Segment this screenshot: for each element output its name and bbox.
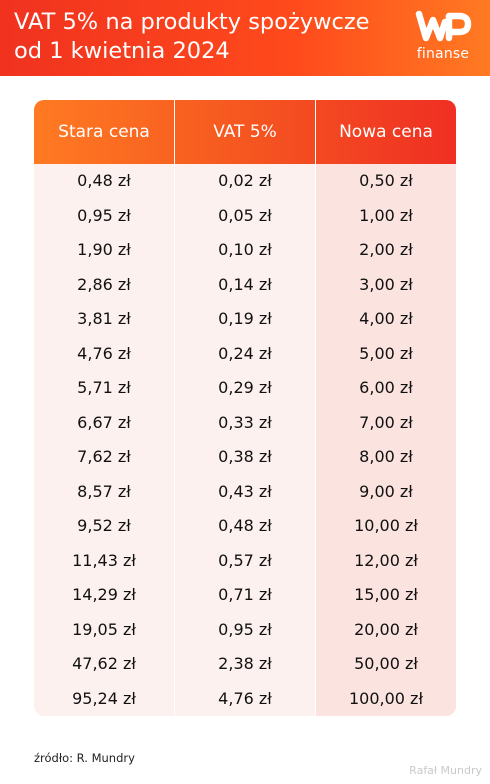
cell-vat: 0,24 zł xyxy=(218,343,272,363)
cell-old-price: 95,24 zł xyxy=(72,688,136,708)
cell-new-price: 0,50 zł xyxy=(359,171,413,190)
table-row: 6,67 zł 0,33 zł 7,00 zł xyxy=(34,406,456,441)
table-row: 3,81 zł 0,19 zł 4,00 zł xyxy=(34,302,456,337)
cell-old-price: 47,62 zł xyxy=(72,654,136,673)
logo-text: finanse xyxy=(416,46,470,62)
table-row: 47,62 zł 2,38 zł 50,00 zł xyxy=(34,647,456,682)
table-row: 95,24 zł 4,76 zł 100,00 zł xyxy=(34,682,456,717)
cell-old-price: 19,05 zł xyxy=(72,619,136,639)
page-title: VAT 5% na produkty spożywcze od 1 kwietn… xyxy=(14,8,394,66)
vat-table: Stara cena VAT 5% Nowa cena 0,48 zł 0,02 … xyxy=(34,100,456,716)
cell-vat: 0,14 zł xyxy=(218,274,272,294)
cell-vat: 0,29 zł xyxy=(218,378,272,397)
cell-vat: 0,38 zł xyxy=(218,447,272,466)
cell-new-price: 15,00 zł xyxy=(354,585,418,604)
cell-vat: 0,33 zł xyxy=(218,412,272,432)
cell-old-price: 0,95 zł xyxy=(77,205,131,225)
cell-old-price: 7,62 zł xyxy=(77,447,131,466)
table-row: 4,76 zł 0,24 zł 5,00 zł xyxy=(34,337,456,372)
source-note: źródło: R. Mundry xyxy=(34,751,135,765)
cell-old-price: 6,67 zł xyxy=(77,412,131,432)
header-banner: VAT 5% na produkty spożywcze od 1 kwietn… xyxy=(0,0,490,76)
cell-new-price: 9,00 zł xyxy=(359,481,413,501)
cell-new-price: 5,00 zł xyxy=(359,343,413,363)
header-old-price: Stara cena xyxy=(58,122,150,142)
cell-vat: 0,10 zł xyxy=(218,240,272,259)
table-row: 0,48 zł 0,02 zł 0,50 zł xyxy=(34,164,456,199)
table-row: 19,05 zł 0,95 zł 20,00 zł xyxy=(34,613,456,648)
title-line-1: VAT 5% na produkty spożywcze xyxy=(14,9,370,35)
cell-old-price: 14,29 zł xyxy=(72,585,136,604)
cell-new-price: 50,00 zł xyxy=(354,654,418,673)
title-line-2: od 1 kwietnia 2024 xyxy=(14,38,230,64)
cell-vat: 0,57 zł xyxy=(218,550,272,570)
table-row: 11,43 zł 0,57 zł 12,00 zł xyxy=(34,544,456,579)
table-header: Stara cena VAT 5% Nowa cena xyxy=(34,100,456,164)
table-row: 0,95 zł 0,05 zł 1,00 zł xyxy=(34,199,456,234)
table-row: 2,86 zł 0,14 zł 3,00 zł xyxy=(34,268,456,303)
cell-vat: 0,43 zł xyxy=(218,481,272,501)
cell-old-price: 0,48 zł xyxy=(77,171,131,190)
cell-new-price: 100,00 zł xyxy=(348,688,423,708)
cell-old-price: 8,57 zł xyxy=(77,481,131,501)
cell-vat: 0,48 zł xyxy=(218,516,272,535)
cell-new-price: 20,00 zł xyxy=(354,619,418,639)
table-row: 8,57 zł 0,43 zł 9,00 zł xyxy=(34,475,456,510)
cell-old-price: 4,76 zł xyxy=(77,343,131,363)
header-vat: VAT 5% xyxy=(213,122,277,142)
cell-vat: 2,38 zł xyxy=(218,654,272,673)
new-price-column-highlight xyxy=(316,164,456,716)
header-new-price: Nowa cena xyxy=(339,122,433,142)
table-row: 7,62 zł 0,38 zł 8,00 zł xyxy=(34,440,456,475)
cell-new-price: 4,00 zł xyxy=(359,309,413,328)
table-row: 9,52 zł 0,48 zł 10,00 zł xyxy=(34,509,456,544)
cell-old-price: 11,43 zł xyxy=(72,550,136,570)
table-row: 5,71 zł 0,29 zł 6,00 zł xyxy=(34,371,456,406)
cell-new-price: 3,00 zł xyxy=(359,274,413,294)
cell-vat: 0,05 zł xyxy=(218,205,272,225)
wp-logo: finanse xyxy=(414,10,472,68)
table-row: 1,90 zł 0,10 zł 2,00 zł xyxy=(34,233,456,268)
cell-new-price: 2,00 zł xyxy=(359,240,413,259)
cell-vat: 0,19 zł xyxy=(218,309,272,328)
cell-vat: 0,02 zł xyxy=(218,171,272,190)
cell-new-price: 12,00 zł xyxy=(354,550,418,570)
wp-logo-icon xyxy=(415,10,472,42)
cell-new-price: 10,00 zł xyxy=(354,516,418,535)
table-row: 14,29 zł 0,71 zł 15,00 zł xyxy=(34,578,456,613)
cell-old-price: 9,52 zł xyxy=(77,516,131,535)
cell-vat: 0,95 zł xyxy=(218,619,272,639)
cell-vat: 4,76 zł xyxy=(218,688,272,708)
cell-new-price: 6,00 zł xyxy=(359,378,413,397)
cell-new-price: 1,00 zł xyxy=(359,205,413,225)
cell-old-price: 1,90 zł xyxy=(77,240,131,259)
cell-new-price: 7,00 zł xyxy=(359,412,413,432)
cell-old-price: 2,86 zł xyxy=(77,274,131,294)
cell-new-price: 8,00 zł xyxy=(359,447,413,466)
column-divider xyxy=(315,100,316,716)
watermark: Rafał Mundry xyxy=(409,764,482,777)
cell-old-price: 5,71 zł xyxy=(77,378,131,397)
column-divider xyxy=(174,100,175,716)
cell-vat: 0,71 zł xyxy=(218,585,272,604)
cell-old-price: 3,81 zł xyxy=(77,309,131,328)
